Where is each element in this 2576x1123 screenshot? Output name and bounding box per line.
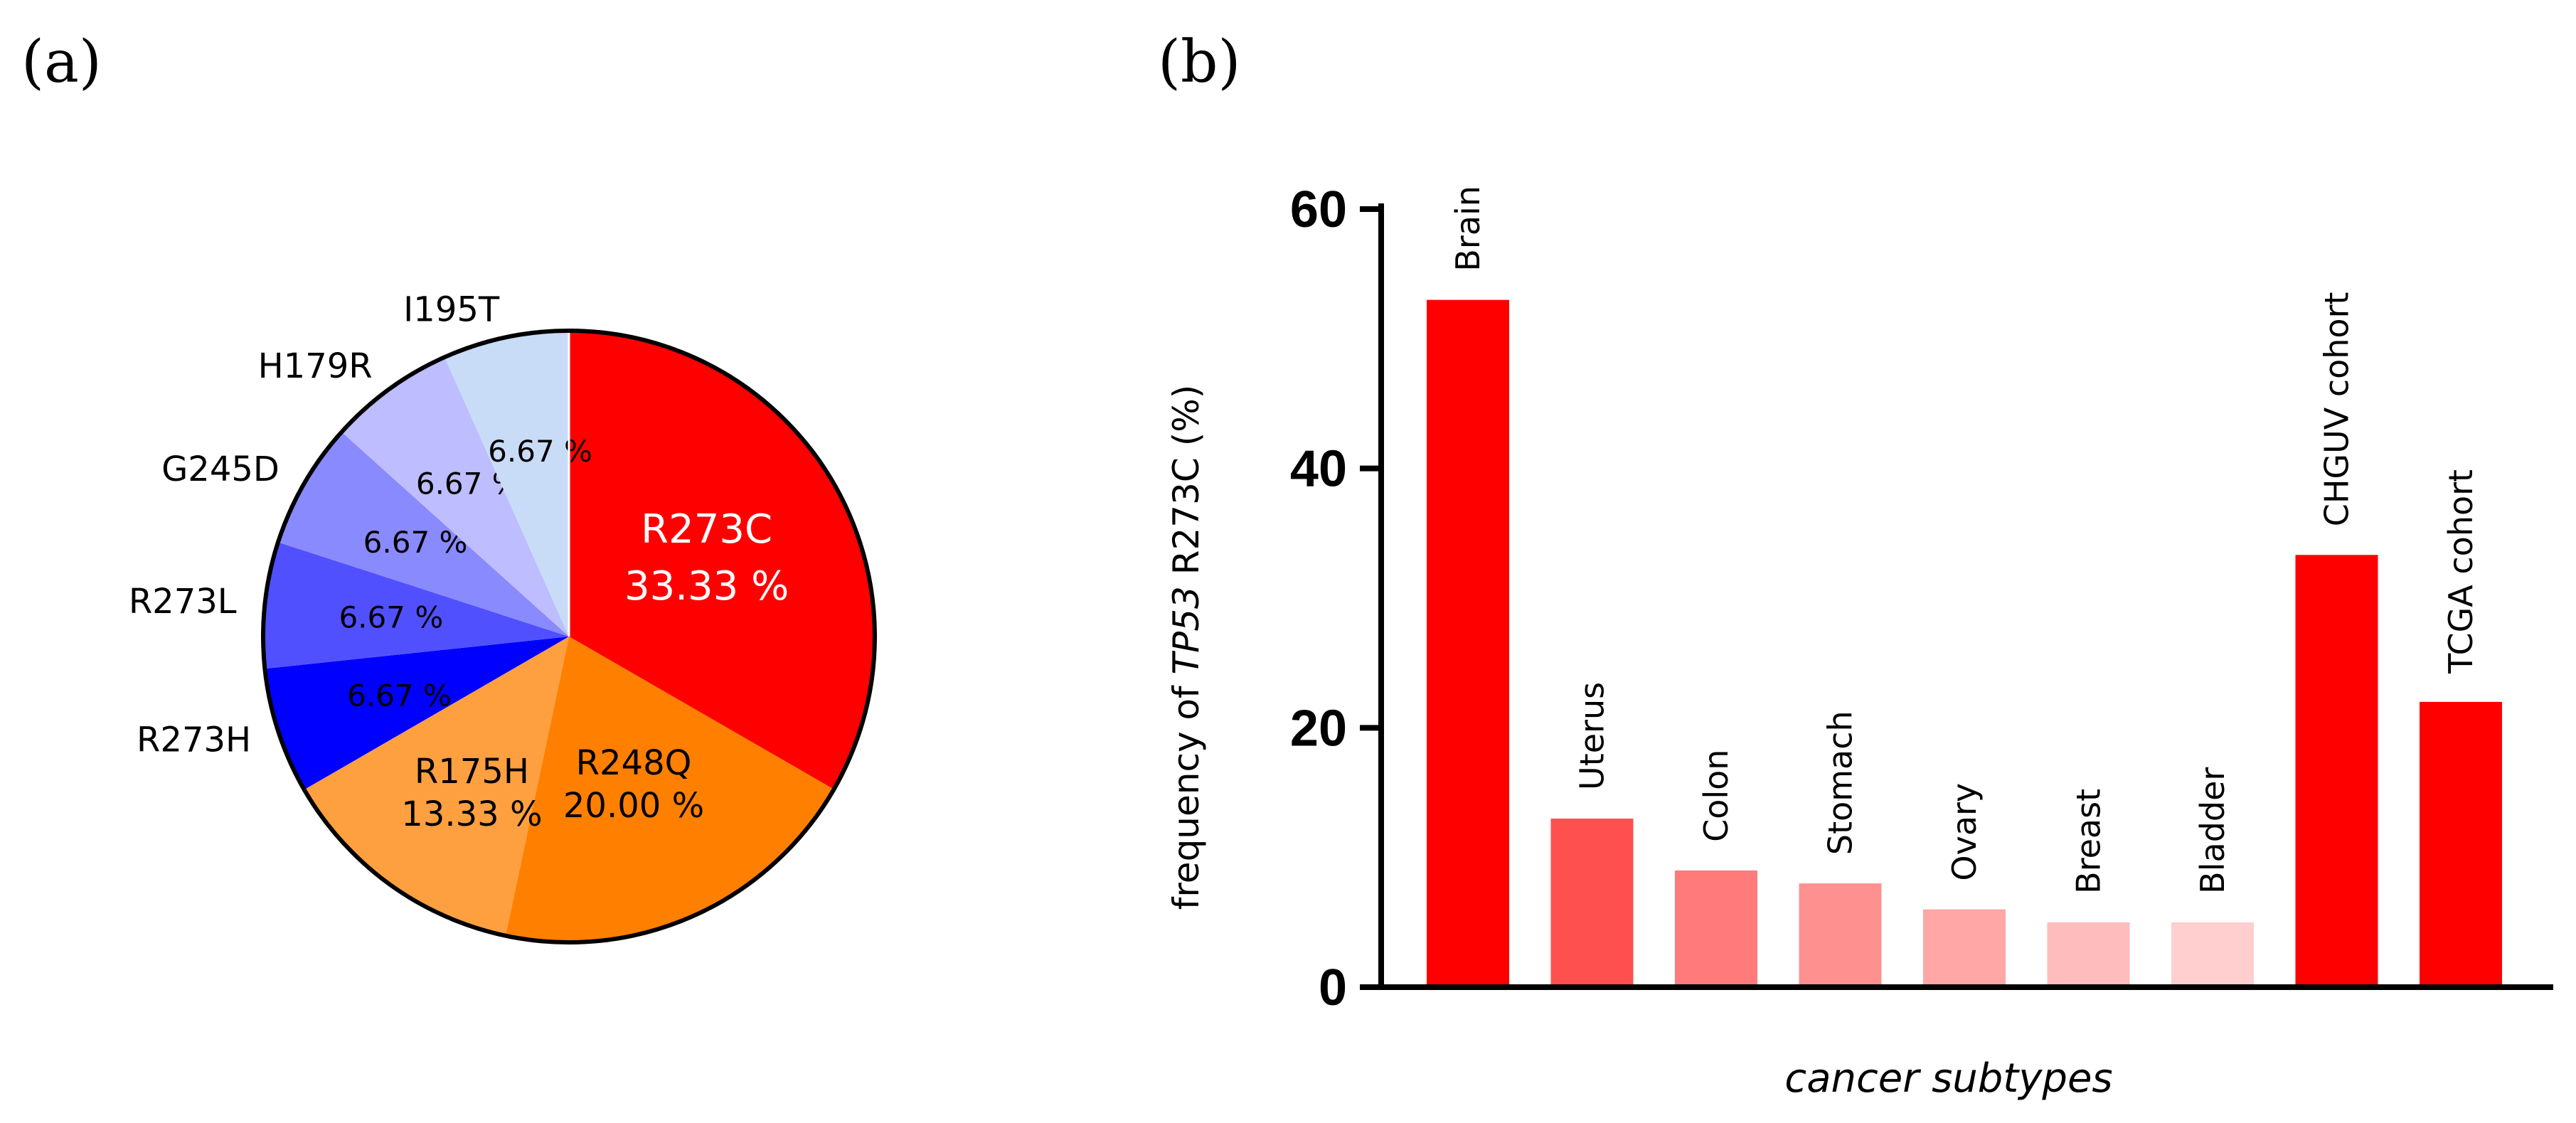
bars: Brain Uterus Colon Stomach Ovary Breast Bladde… xyxy=(1427,186,2502,988)
bar-brain xyxy=(1427,299,1509,988)
bar-bladder xyxy=(2171,922,2254,987)
y-axis-title-prefix: frequency of xyxy=(1166,674,1207,910)
pie-slice-h179r xyxy=(341,357,569,637)
pie-value-r248q: 20.00 % xyxy=(563,786,704,826)
bar-stomach xyxy=(1799,883,1882,987)
pie-value-g245d: 6.67 % xyxy=(363,525,468,560)
bar-label-breast: Breast xyxy=(2070,789,2108,894)
bar-label-tcga-cohort: TCGA cohort xyxy=(2442,469,2480,674)
y-tick-label: 40 xyxy=(1290,441,1347,498)
y-tick-label: 60 xyxy=(1290,181,1347,238)
pie-slice-g245d xyxy=(277,432,569,637)
pie-label-r273h: R273H xyxy=(137,720,251,760)
y-tick-label: 20 xyxy=(1290,700,1347,757)
bar-tcga-cohort xyxy=(2420,701,2502,987)
bar-breast xyxy=(2047,922,2130,987)
pie-value-r273l: 6.67 % xyxy=(339,600,443,634)
bar-colon xyxy=(1675,870,1757,987)
pie-slice-r273c xyxy=(569,331,875,789)
bar-label-bladder: Bladder xyxy=(2193,767,2232,894)
bar-label-brain: Brain xyxy=(1449,186,1487,272)
panel-a-label: (a) xyxy=(21,28,102,96)
pie-slice-i195t xyxy=(445,331,569,637)
y-tick-label: 0 xyxy=(1319,959,1347,1016)
pie-label-r248q: R248Q xyxy=(576,743,692,783)
y-ticks: 0 20 40 60 xyxy=(1290,181,1381,1016)
pie-slice-r273h xyxy=(265,637,569,790)
pie-outline xyxy=(261,329,877,944)
pie-slice-r248q xyxy=(505,637,834,943)
x-axis-title: cancer subtypes xyxy=(1784,1055,2112,1102)
bar-chguv-cohort xyxy=(2295,555,2378,987)
pie-label-r175h: R175H xyxy=(415,752,529,792)
pie-value-r175h: 13.33 % xyxy=(401,794,542,834)
pie-label-g245d: G245D xyxy=(161,449,280,489)
bar-ovary xyxy=(1923,909,2006,987)
axes xyxy=(1378,203,2553,990)
pie-value-i195t: 6.67 % xyxy=(488,434,592,469)
pie-value-r273h: 6.67 % xyxy=(347,678,452,713)
pie-label-h179r: H179R xyxy=(258,346,373,386)
pie-label-r273c: R273C xyxy=(641,506,772,553)
pie-slice-r175h xyxy=(304,637,569,936)
pie-label-r273l: R273L xyxy=(129,582,237,622)
pie-slice-r273l xyxy=(263,542,569,669)
bar-uterus xyxy=(1550,818,1634,987)
bar-label-chguv-cohort: CHGUV cohort xyxy=(2318,292,2356,526)
y-axis-title-suffix: R273C (%) xyxy=(1166,385,1207,586)
bar-label-colon: Colon xyxy=(1697,750,1735,842)
bar-label-ovary: Ovary xyxy=(1945,783,1984,881)
pie-value-r273c: 33.33 % xyxy=(624,563,789,610)
pie-label-i195t: I195T xyxy=(403,289,500,329)
panel-b-label: (b) xyxy=(1158,28,1240,96)
y-axis-title: frequency of TP53 R273C (%) xyxy=(1166,385,1207,910)
y-axis-title-gene: TP53 xyxy=(1166,586,1207,674)
bar-chart: 0 20 40 60 Brain Uterus Colon Stomach Ovary Brea… xyxy=(1166,181,2553,1102)
bar-label-stomach: Stomach xyxy=(1821,710,1860,855)
bar-label-uterus: Uterus xyxy=(1573,682,1612,790)
